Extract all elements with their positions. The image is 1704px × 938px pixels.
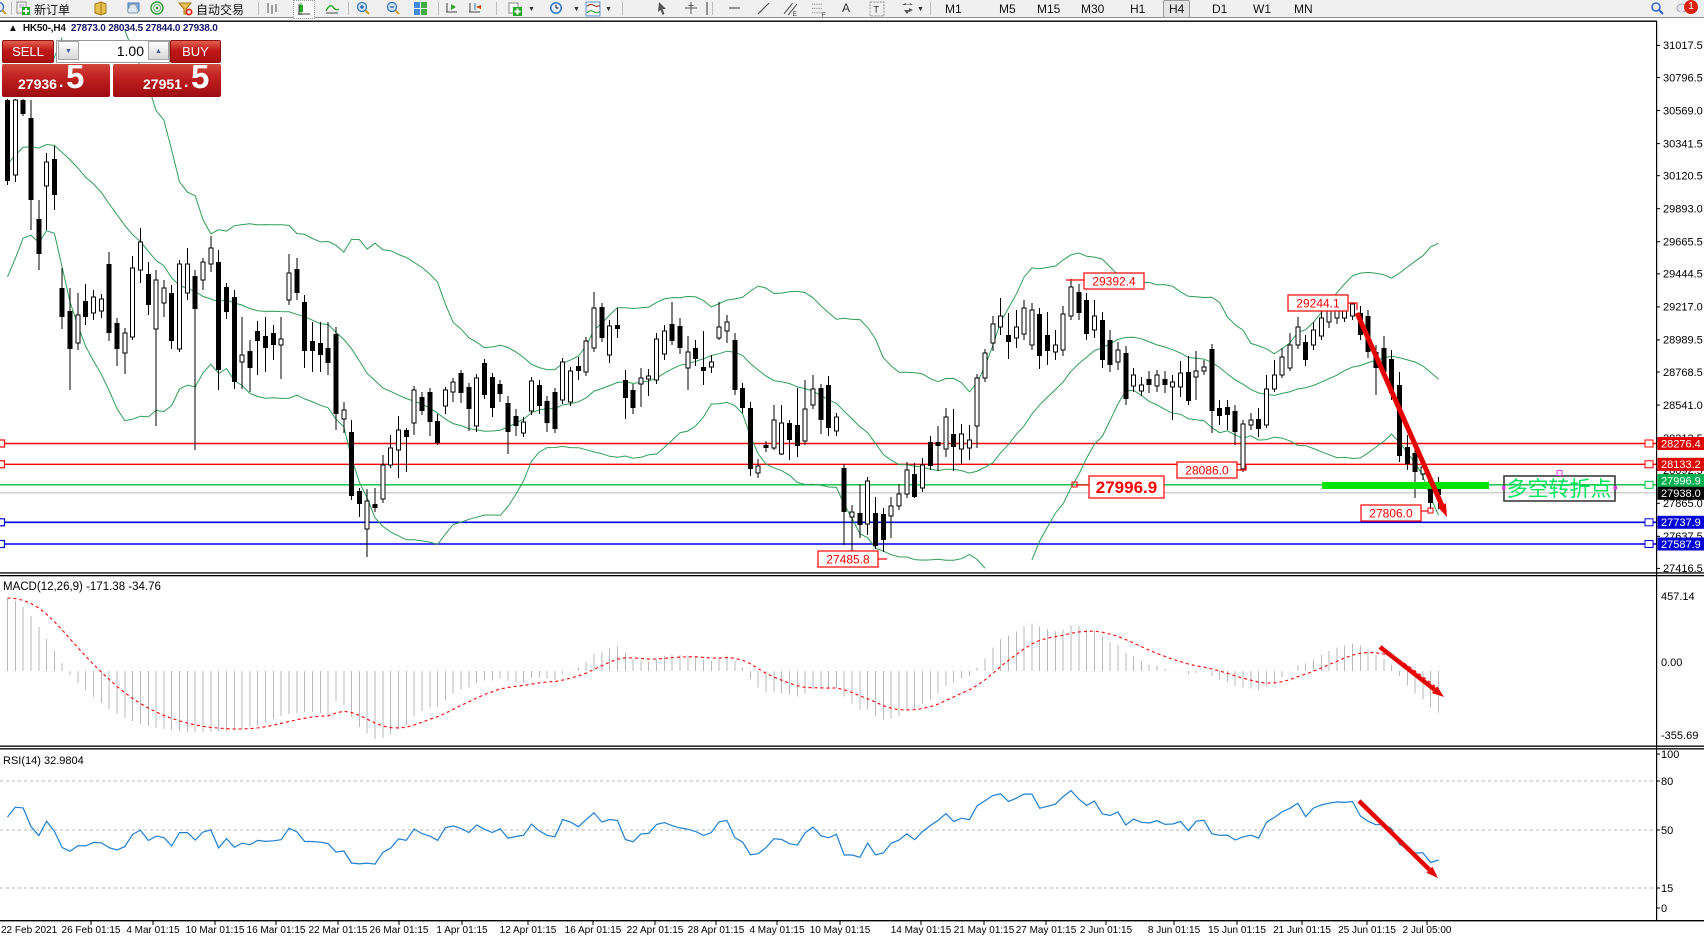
svg-text:26 Feb 01:15: 26 Feb 01:15	[62, 925, 121, 936]
svg-text:4 Mar 01:15: 4 Mar 01:15	[126, 925, 180, 936]
svg-text:10 May 01:15: 10 May 01:15	[810, 925, 871, 936]
svg-text:F: F	[822, 12, 826, 17]
svg-text:30569.0: 30569.0	[1663, 105, 1703, 117]
svg-text:29893.0: 29893.0	[1663, 204, 1703, 216]
svg-text:多空转折点: 多空转折点	[1507, 478, 1612, 501]
svg-text:16 Apr 01:15: 16 Apr 01:15	[565, 925, 622, 936]
svg-text:29392.4: 29392.4	[1092, 274, 1136, 288]
svg-text:26 Mar 01:15: 26 Mar 01:15	[370, 925, 429, 936]
svg-text:15: 15	[1661, 883, 1673, 895]
svg-text:2 Jul 05:00: 2 Jul 05:00	[1403, 925, 1452, 936]
svg-text:10 Mar 01:15: 10 Mar 01:15	[186, 925, 245, 936]
svg-text:21 Jun 01:15: 21 Jun 01:15	[1273, 925, 1331, 936]
svg-text:29244.1: 29244.1	[1296, 296, 1340, 310]
svg-text:28768.5: 28768.5	[1663, 367, 1703, 379]
svg-text:29444.5: 29444.5	[1663, 269, 1703, 281]
svg-text:30796.5: 30796.5	[1663, 72, 1703, 84]
svg-text:14 May 01:15: 14 May 01:15	[891, 925, 952, 936]
svg-text:27996.9: 27996.9	[1661, 475, 1701, 487]
svg-text:15 Jun 01:15: 15 Jun 01:15	[1208, 925, 1266, 936]
svg-text:12 Apr 01:15: 12 Apr 01:15	[500, 925, 557, 936]
svg-text:0: 0	[1661, 903, 1667, 915]
svg-text:50: 50	[1661, 825, 1673, 837]
svg-text:29665.5: 29665.5	[1663, 237, 1703, 249]
svg-text:28133.2: 28133.2	[1661, 459, 1701, 471]
svg-text:27 May 01:15: 27 May 01:15	[1016, 925, 1077, 936]
svg-text:-355.69: -355.69	[1661, 730, 1698, 742]
svg-text:27996.9: 27996.9	[1096, 478, 1157, 497]
svg-text:29217.0: 29217.0	[1663, 302, 1703, 314]
svg-text:22 Apr 01:15: 22 Apr 01:15	[627, 925, 684, 936]
svg-text:27587.9: 27587.9	[1661, 539, 1701, 551]
svg-text:27938.0: 27938.0	[1661, 488, 1701, 500]
svg-text:27737.9: 27737.9	[1661, 517, 1701, 529]
svg-text:28086.0: 28086.0	[1185, 463, 1229, 477]
svg-text:80: 80	[1661, 776, 1673, 788]
svg-text:T: T	[873, 5, 879, 16]
svg-text:30341.5: 30341.5	[1663, 138, 1703, 150]
svg-text:2 Jun 01:15: 2 Jun 01:15	[1080, 925, 1133, 936]
svg-text:8 Jun 01:15: 8 Jun 01:15	[1148, 925, 1201, 936]
svg-text:27485.8: 27485.8	[826, 552, 870, 566]
svg-text:27806.0: 27806.0	[1369, 506, 1413, 520]
svg-text:22 Mar 01:15: 22 Mar 01:15	[309, 925, 368, 936]
svg-text:1 Apr 01:15: 1 Apr 01:15	[436, 925, 488, 936]
svg-text:27416.5: 27416.5	[1663, 563, 1703, 575]
svg-text:21 May 01:15: 21 May 01:15	[954, 925, 1015, 936]
svg-text:MACD(12,26,9) -171.38 -34.76: MACD(12,26,9) -171.38 -34.76	[3, 581, 161, 593]
svg-text:28989.5: 28989.5	[1663, 335, 1703, 347]
svg-text:E: E	[793, 11, 797, 17]
svg-text:0.00: 0.00	[1661, 657, 1682, 669]
svg-text:28276.4: 28276.4	[1661, 438, 1701, 450]
svg-text:100: 100	[1661, 749, 1679, 761]
svg-text:31017.5: 31017.5	[1663, 40, 1703, 52]
svg-text:16 Mar 01:15: 16 Mar 01:15	[247, 925, 306, 936]
svg-text:457.14: 457.14	[1661, 591, 1695, 603]
svg-text:22 Feb 2021: 22 Feb 2021	[1, 925, 58, 936]
svg-text:28541.0: 28541.0	[1663, 400, 1703, 412]
svg-text:4 May 01:15: 4 May 01:15	[749, 925, 804, 936]
svg-text:RSI(14) 32.9804: RSI(14) 32.9804	[3, 755, 84, 767]
svg-text:25 Jun 01:15: 25 Jun 01:15	[1338, 925, 1396, 936]
svg-text:28 Apr 01:15: 28 Apr 01:15	[688, 925, 745, 936]
svg-text:27865.0: 27865.0	[1663, 498, 1703, 510]
svg-text:30120.5: 30120.5	[1663, 171, 1703, 183]
